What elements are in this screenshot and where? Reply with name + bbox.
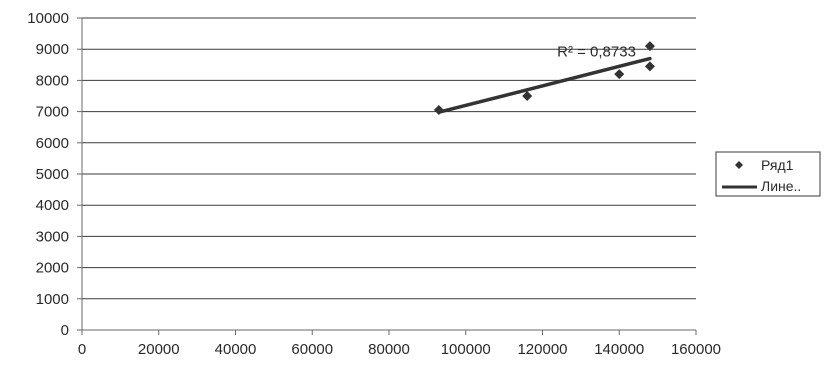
legend-marker-diamond — [735, 161, 743, 169]
trendline — [437, 56, 652, 114]
y-tick-label: 3000 — [36, 228, 69, 245]
data-point — [522, 91, 533, 101]
data-point — [644, 41, 655, 52]
y-tick-label: 10000 — [27, 10, 69, 27]
x-tick-label: 60000 — [291, 341, 333, 358]
data-points — [433, 41, 655, 116]
axes — [77, 17, 697, 335]
y-tick-label: 9000 — [36, 41, 69, 58]
y-tick-label: 6000 — [36, 135, 69, 152]
grid-lines — [82, 17, 696, 300]
y-tick-label: 5000 — [36, 166, 69, 183]
legend: Ряд1 Лине.. — [715, 151, 821, 197]
legend-label-trend: Лине.. — [761, 178, 801, 194]
y-tick-label: 4000 — [36, 197, 69, 214]
x-tick-label: 140000 — [594, 341, 644, 358]
x-tick-label: 160000 — [671, 341, 721, 358]
x-tick-label: 20000 — [138, 341, 180, 358]
x-tick-label: 120000 — [517, 341, 567, 358]
data-point — [644, 61, 655, 72]
y-tick-label: 0 — [61, 322, 69, 339]
trendline-layer — [437, 56, 652, 114]
legend-label-series: Ряд1 — [761, 157, 794, 173]
y-tick-label: 8000 — [36, 72, 69, 89]
x-tick-label: 80000 — [368, 341, 410, 358]
y-tick-labels: 0 1000 2000 3000 4000 5000 6000 7000 8000 9000 100… — [27, 10, 69, 339]
x-tick-labels: 0 20000 40000 60000 80000 100000 120000 140000 1… — [78, 341, 721, 358]
x-tick-label: 40000 — [215, 341, 257, 358]
x-tick-label: 100000 — [441, 341, 491, 358]
y-tick-label: 7000 — [36, 104, 69, 121]
data-point — [433, 105, 444, 116]
legend-box — [715, 151, 821, 197]
x-tick-label: 0 — [78, 341, 86, 358]
y-tick-label: 2000 — [36, 260, 69, 277]
r-squared-label: R² = 0,8733 — [557, 44, 636, 61]
data-point — [614, 69, 625, 80]
y-tick-label: 1000 — [36, 291, 69, 308]
